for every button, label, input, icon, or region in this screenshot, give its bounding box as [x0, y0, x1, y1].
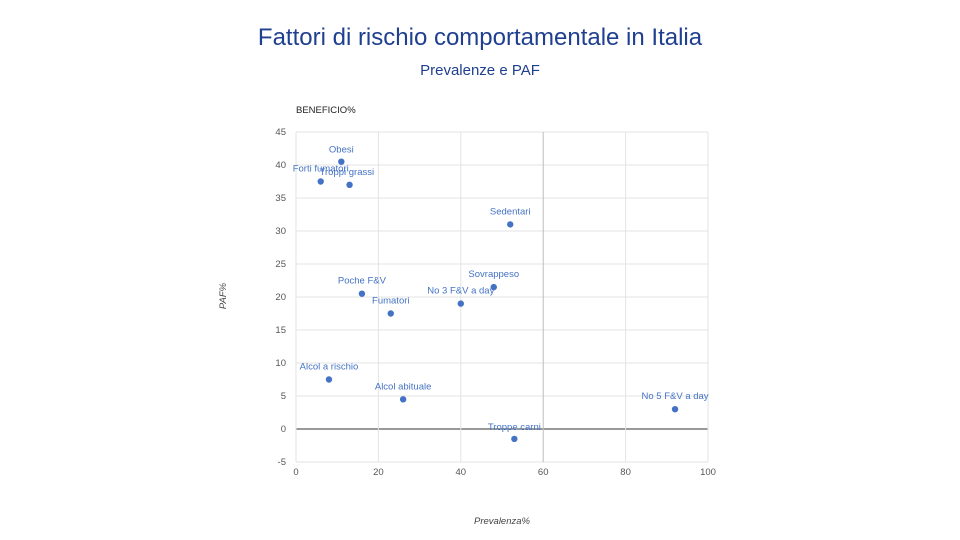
x-tick-label: 20 — [373, 467, 384, 478]
data-label: No 3 F&V a day — [427, 286, 494, 297]
x-axis-title: Prevalenza% — [474, 516, 531, 527]
axes: -5 0 5 10 15 20 25 30 35 40 45 0 20 40 60 80 100 — [275, 127, 716, 478]
x-tick-label: 60 — [538, 467, 549, 478]
data-point — [399, 396, 407, 403]
data-point — [671, 406, 679, 413]
data-point — [346, 181, 353, 188]
slide-subtitle: Prevalenze e PAF — [420, 62, 540, 79]
slide-title: Fattori di rischio comportamentale in It… — [257, 24, 703, 51]
data-label: Alcol a rischio — [300, 362, 359, 373]
y-tick-label: 0 — [281, 424, 286, 435]
data-label: Poche F&V — [338, 276, 387, 287]
data-point — [507, 221, 514, 228]
data-label: Sovrappeso — [468, 269, 519, 280]
y-tick-label: -5 — [278, 457, 286, 468]
data-label: Troppi grassi — [320, 167, 375, 178]
data-point — [358, 290, 366, 297]
data-point — [325, 376, 333, 383]
data-label: Fumatori — [372, 296, 409, 307]
y-tick-label: 35 — [275, 193, 286, 204]
data-point — [490, 283, 497, 291]
data-label: Sedentari — [490, 206, 531, 217]
data-label: Forti fumatori — [293, 164, 349, 175]
x-tick-label: 40 — [456, 467, 467, 478]
data-point — [317, 178, 324, 185]
y-tick-label: 25 — [275, 259, 286, 270]
x-tick-label: 100 — [700, 467, 716, 478]
grid-lines — [295, 131, 709, 463]
data-point — [511, 435, 518, 443]
y-axis-title: PAF% — [218, 282, 229, 309]
data-label: Alcol abituale — [375, 381, 432, 392]
y-tick-label: 15 — [275, 325, 286, 336]
data-label: No 5 F&V a day — [642, 391, 709, 402]
y-tick-label: 45 — [275, 127, 286, 138]
data-point — [387, 310, 394, 317]
data-point — [338, 158, 345, 165]
y-tick-label: 20 — [275, 292, 286, 303]
data-point — [457, 300, 464, 307]
y-tick-label: 40 — [275, 160, 286, 171]
y-tick-label: 30 — [275, 226, 286, 237]
data-label: Troppe carni — [488, 422, 541, 433]
y-tick-label: 5 — [281, 391, 286, 402]
x-tick-label: 0 — [293, 467, 298, 478]
data-label: Obesi — [329, 145, 354, 156]
y-tick-label: 10 — [275, 358, 286, 369]
corner-label: BENEFICIO% — [296, 105, 356, 116]
x-tick-label: 80 — [620, 467, 631, 478]
